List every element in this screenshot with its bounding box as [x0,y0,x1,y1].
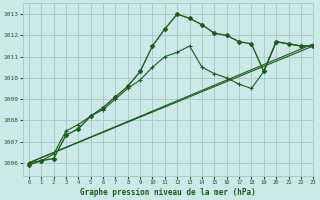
X-axis label: Graphe pression niveau de la mer (hPa): Graphe pression niveau de la mer (hPa) [80,188,256,197]
